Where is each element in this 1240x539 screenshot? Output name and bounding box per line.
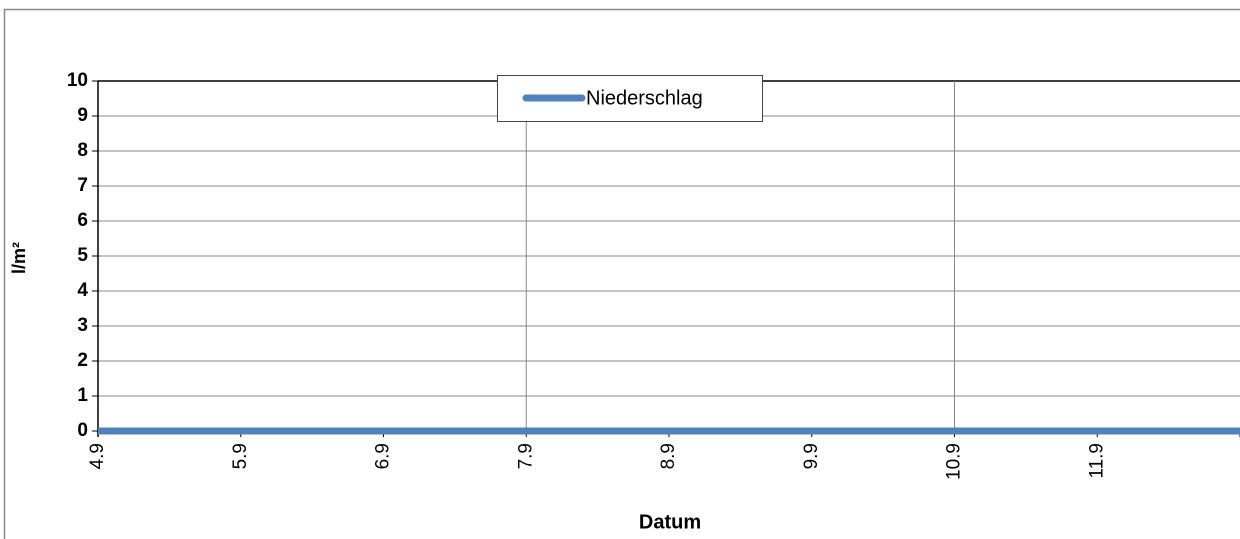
x-tick-label: 8.9 [658,443,679,469]
y-tick-label: 0 [77,420,88,441]
y-tick-label: 6 [77,210,88,231]
x-tick-label: 6.9 [373,443,394,469]
y-tick-label: 2 [77,350,88,371]
y-tick-label: 10 [67,70,88,91]
y-tick-label: 8 [77,140,88,161]
y-axis-label: l/m² [9,242,29,274]
x-tick-label: 4.9 [87,443,108,469]
x-tick-label: 10.9 [944,443,965,480]
x-tick-label: 7.9 [515,443,536,469]
x-tick-label: 11.9 [1086,443,1107,479]
y-tick-label: 7 [77,175,88,196]
legend-label: Niederschlag [586,87,703,109]
y-tick-label: 9 [77,105,88,126]
y-tick-label: 1 [77,385,88,406]
y-tick-label: 4 [77,280,88,301]
y-tick-label: 5 [77,245,88,266]
x-tick-label: 9.9 [801,443,822,469]
y-tick-label: 3 [77,315,88,336]
x-tick-label: 5.9 [230,443,251,469]
x-axis-label: Datum [639,511,701,533]
